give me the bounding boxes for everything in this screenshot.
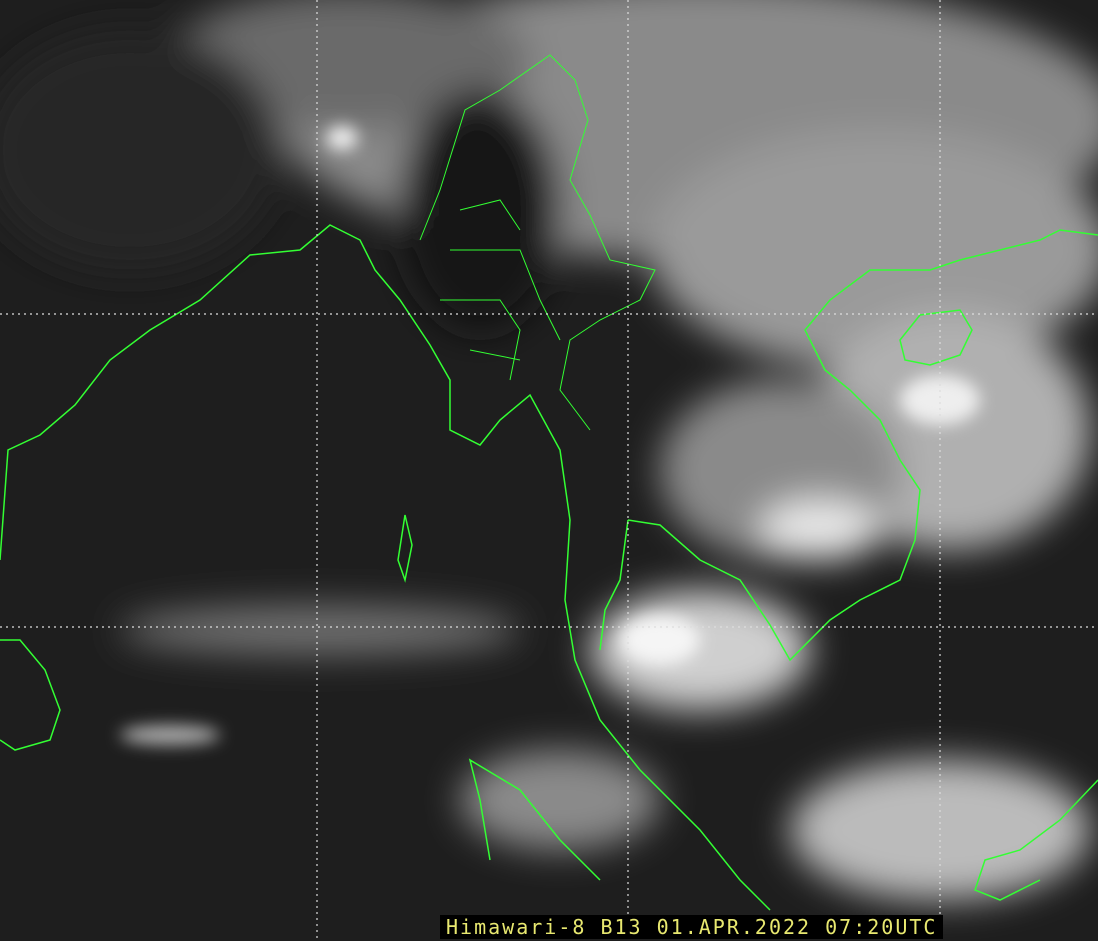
border-lines bbox=[419, 54, 656, 431]
image-caption: Himawari-8 B13 01.APR.2022 07:20UTC bbox=[440, 915, 944, 939]
coastlines bbox=[0, 224, 1098, 911]
cloud-cover bbox=[0, 0, 1098, 900]
